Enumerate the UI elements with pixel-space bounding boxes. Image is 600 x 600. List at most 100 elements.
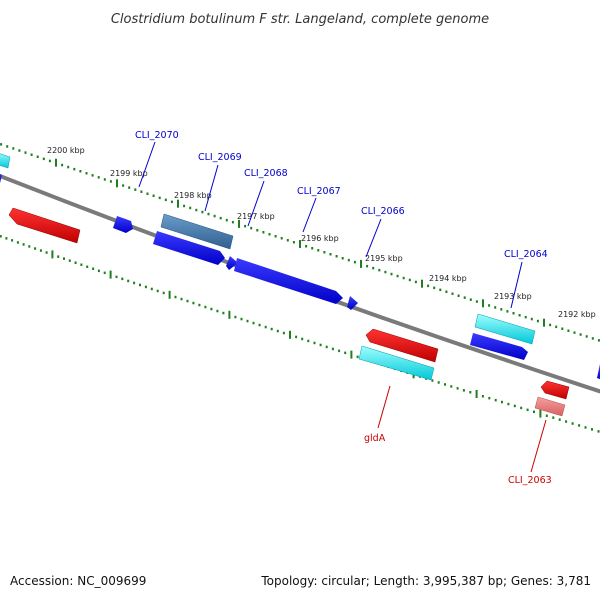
feature-cds[interactable]: [160, 213, 234, 250]
minor-tick: [445, 290, 448, 293]
minor-tick: [11, 239, 14, 242]
minor-tick: [134, 188, 137, 191]
accession-text: Accession: NC_009699: [10, 574, 146, 588]
topology-text: Topology: circular; Length: 3,995,387 bp…: [260, 574, 591, 588]
minor-tick: [335, 255, 338, 258]
minor-tick: [109, 180, 112, 183]
feature-cds[interactable]: [153, 231, 225, 265]
minor-tick: [183, 204, 186, 208]
gene-label-cli-2064[interactable]: CLI_2064: [504, 249, 548, 260]
minor-tick: [204, 305, 207, 309]
feature-rna[interactable]: [474, 313, 536, 345]
minor-tick: [408, 278, 411, 282]
kbp-label: 2193 kbp: [494, 292, 532, 301]
minor-tick: [24, 151, 27, 154]
minor-tick: [18, 149, 21, 152]
minor-tick: [12, 147, 15, 150]
minor-tick: [234, 315, 237, 319]
minor-tick: [262, 231, 265, 234]
feature-cds[interactable]: [470, 333, 528, 360]
minor-tick: [156, 289, 159, 293]
leader-line: [377, 385, 391, 429]
major-tick: [109, 270, 112, 279]
gene-label-cli-2068[interactable]: CLI_2068: [244, 168, 288, 179]
minor-tick: [584, 426, 587, 429]
minor-tick: [457, 294, 460, 297]
gene-label-glda[interactable]: gldA: [364, 433, 386, 444]
leader-line: [530, 419, 547, 473]
gene-label-cli-2066[interactable]: CLI_2066: [361, 206, 405, 217]
minor-tick: [561, 327, 564, 330]
minor-tick: [250, 226, 253, 230]
feature-cds[interactable]: [113, 216, 133, 233]
minor-tick: [85, 172, 88, 175]
minor-tick: [305, 245, 308, 248]
gene-label-cli-2067[interactable]: CLI_2067: [297, 186, 341, 197]
minor-tick: [488, 304, 491, 307]
minor-tick: [48, 159, 51, 163]
feature-cds[interactable]: [8, 207, 81, 244]
minor-tick: [494, 306, 497, 309]
minor-tick: [244, 224, 247, 228]
minor-tick: [34, 247, 37, 250]
minor-tick: [591, 337, 594, 340]
minor-tick: [552, 416, 555, 419]
minor-tick: [276, 329, 279, 333]
minor-tick: [225, 218, 228, 222]
minor-tick: [501, 400, 503, 404]
minor-tick: [597, 430, 600, 433]
minor-tick: [341, 257, 344, 260]
minor-tick: [353, 260, 356, 264]
minor-tick: [128, 186, 131, 189]
minor-tick: [195, 208, 198, 212]
kbp-label: 2198 kbp: [174, 191, 212, 200]
feature-cds[interactable]: [0, 172, 2, 183]
minor-tick: [462, 389, 465, 392]
feature-cds[interactable]: [597, 364, 600, 381]
feature-cds[interactable]: [347, 296, 358, 310]
minor-tick: [28, 245, 31, 248]
minor-tick: [115, 275, 118, 279]
minor-tick: [463, 296, 466, 299]
minor-tick: [331, 347, 334, 351]
feature-cds[interactable]: [234, 258, 343, 304]
feature-rna[interactable]: [0, 152, 11, 169]
gene-label-cli-2070[interactable]: CLI_2070: [135, 130, 179, 141]
minor-tick: [186, 299, 189, 303]
minor-tick: [469, 391, 472, 394]
minor-tick: [216, 309, 219, 313]
minor-tick: [180, 297, 183, 301]
feature-cds[interactable]: [540, 380, 570, 400]
major-tick: [55, 158, 57, 167]
minor-tick: [301, 337, 304, 341]
minor-tick: [338, 349, 341, 353]
leader-line: [365, 218, 382, 258]
major-tick: [168, 290, 171, 299]
feature-cds[interactable]: [534, 396, 566, 417]
minor-tick: [67, 165, 70, 169]
major-tick: [475, 390, 478, 398]
major-tick: [350, 350, 353, 359]
minor-tick: [585, 335, 588, 338]
minor-tick: [518, 314, 521, 317]
minor-tick: [231, 220, 234, 224]
minor-tick: [133, 281, 136, 285]
leader-line: [138, 141, 156, 188]
minor-tick: [97, 176, 100, 179]
minor-tick: [396, 274, 399, 278]
feature-cds[interactable]: [226, 256, 238, 270]
minor-tick: [313, 341, 316, 345]
minor-tick: [307, 339, 310, 343]
minor-tick: [144, 285, 147, 289]
feature-rna[interactable]: [358, 345, 435, 381]
feature-cds[interactable]: [365, 328, 439, 363]
minor-tick: [427, 284, 430, 288]
minor-tick: [481, 395, 484, 398]
gene-label-cli-2063[interactable]: CLI_2063: [508, 475, 552, 486]
minor-tick: [325, 345, 328, 349]
minor-tick: [103, 271, 106, 275]
gene-label-cli-2069[interactable]: CLI_2069: [198, 152, 242, 163]
major-tick: [238, 219, 240, 228]
minor-tick: [97, 269, 100, 273]
major-tick: [543, 318, 545, 327]
